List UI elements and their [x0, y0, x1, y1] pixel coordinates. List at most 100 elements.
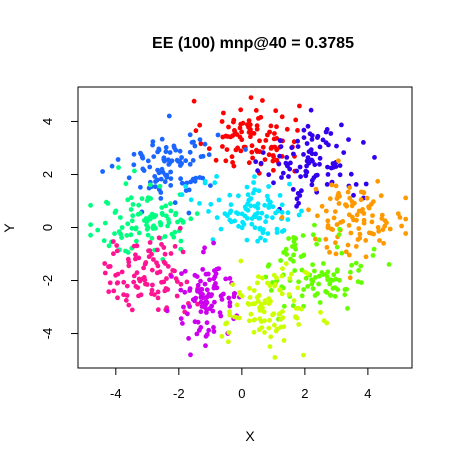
data-point: [197, 201, 202, 206]
data-point: [206, 209, 211, 214]
data-point: [320, 137, 326, 143]
data-point: [357, 231, 363, 237]
data-point: [245, 192, 251, 198]
data-point: [274, 230, 280, 236]
data-point: [304, 141, 310, 146]
data-point: [256, 274, 261, 279]
y-tick-label: -4: [40, 328, 55, 340]
data-point: [317, 144, 323, 150]
data-point: [346, 252, 352, 258]
data-point: [257, 308, 263, 313]
data-point: [342, 292, 348, 298]
data-point: [164, 308, 170, 314]
data-point: [299, 293, 305, 299]
data-point: [152, 174, 158, 179]
data-point: [191, 139, 196, 145]
data-point: [261, 227, 266, 233]
data-point: [180, 220, 186, 225]
data-point: [309, 178, 315, 183]
data-point: [252, 174, 257, 180]
data-point: [260, 144, 266, 150]
data-point: [252, 301, 258, 307]
data-point: [112, 231, 117, 237]
data-point: [180, 249, 186, 255]
data-point: [230, 160, 236, 165]
data-point: [363, 181, 369, 187]
data-point: [235, 211, 241, 217]
data-point: [343, 202, 348, 208]
data-point: [252, 187, 258, 193]
y-axis-label: Y: [1, 223, 17, 233]
data-point: [128, 207, 134, 212]
data-point: [162, 261, 168, 266]
data-point: [346, 137, 351, 143]
data-point: [333, 240, 338, 246]
data-point: [271, 180, 276, 186]
data-point: [360, 207, 365, 212]
data-point: [272, 131, 277, 136]
data-point: [179, 180, 185, 186]
data-point: [144, 222, 149, 228]
data-point: [268, 146, 274, 151]
data-point: [325, 218, 331, 224]
data-point: [301, 352, 306, 358]
data-point: [114, 243, 120, 248]
data-point: [239, 129, 245, 135]
data-point: [336, 232, 342, 238]
data-point: [274, 147, 280, 153]
data-point: [309, 157, 314, 163]
data-point: [206, 146, 212, 152]
data-point: [124, 293, 130, 298]
data-point: [249, 143, 255, 149]
data-point: [100, 169, 105, 174]
data-point: [279, 273, 285, 279]
data-point: [106, 264, 111, 270]
data-point: [206, 327, 212, 333]
data-point: [386, 262, 392, 267]
data-point: [158, 196, 164, 201]
data-point: [315, 213, 320, 219]
data-point: [218, 293, 224, 299]
data-point: [239, 211, 245, 217]
x-tick-label: 2: [301, 386, 308, 401]
data-point: [227, 300, 233, 305]
data-point: [345, 306, 350, 311]
data-point: [298, 254, 304, 260]
data-point: [296, 279, 301, 285]
data-point: [256, 215, 262, 221]
data-point: [197, 122, 203, 128]
data-point: [186, 336, 192, 341]
data-point: [279, 210, 285, 215]
data-point: [236, 193, 241, 199]
data-point: [280, 170, 286, 176]
data-point: [203, 299, 209, 304]
x-tick-label: 0: [238, 386, 245, 401]
data-point: [268, 199, 273, 205]
data-point: [358, 197, 364, 203]
data-point: [265, 231, 271, 237]
data-point: [325, 164, 330, 170]
data-point: [198, 141, 204, 147]
data-point: [307, 131, 313, 137]
data-point: [268, 298, 273, 304]
data-point: [219, 333, 225, 339]
data-point: [138, 184, 143, 190]
data-point: [271, 154, 276, 160]
data-point: [347, 275, 353, 281]
data-point: [116, 229, 122, 235]
data-point: [281, 303, 287, 309]
data-point: [219, 119, 225, 124]
data-point: [240, 120, 246, 126]
data-point: [187, 132, 193, 138]
data-point: [174, 157, 180, 163]
data-point: [159, 136, 165, 142]
data-point: [152, 213, 158, 219]
data-point: [270, 215, 275, 221]
data-point: [118, 215, 123, 220]
data-point: [297, 103, 302, 109]
data-point: [147, 164, 153, 170]
data-point: [198, 278, 203, 284]
data-point: [106, 289, 112, 295]
data-point: [313, 151, 318, 157]
data-point: [255, 205, 261, 211]
